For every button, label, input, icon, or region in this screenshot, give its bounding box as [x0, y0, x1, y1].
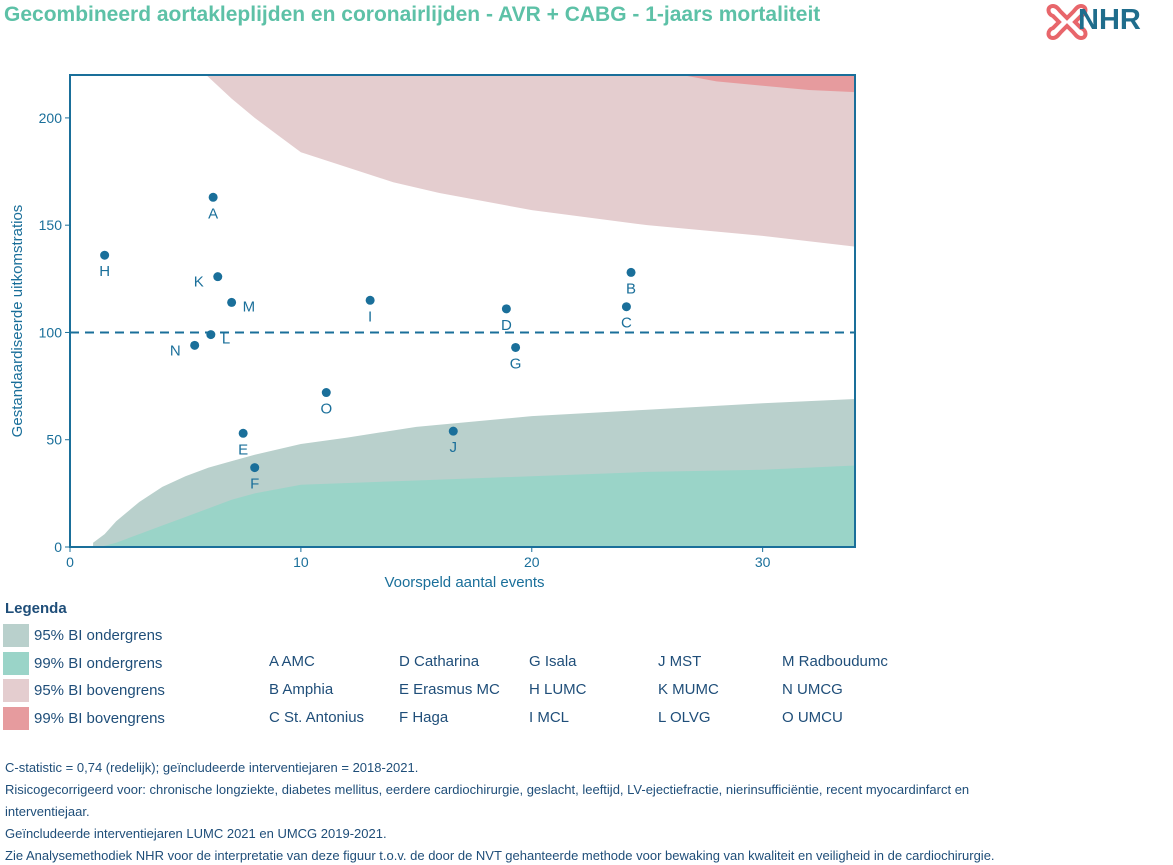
data-points: A B C D E F G H I J K LM N O: [99, 192, 636, 493]
legend-swatch: [3, 706, 29, 730]
data-point-k: [213, 272, 223, 282]
data-point-label: J: [450, 439, 458, 456]
axis-ticks: 0 10 20 30 0 50 100 150 200: [39, 110, 771, 570]
data-point-a: [208, 192, 218, 202]
x-tick-label: 0: [66, 554, 74, 570]
hospital-label: D Catharina: [399, 653, 480, 670]
y-tick-label: 100: [39, 324, 63, 340]
hospital-label: O UMCU: [782, 709, 843, 726]
data-point-label: K: [194, 274, 204, 291]
band-99-upper: [681, 75, 855, 93]
y-tick-label: 50: [46, 432, 62, 448]
hospital-label: G Isala: [529, 653, 577, 670]
data-point-l: [206, 330, 216, 340]
legend-swatch: [3, 623, 29, 647]
hospital-label: J MST: [658, 653, 702, 670]
data-point-label: H: [99, 263, 110, 280]
legend-item-99-lower: 99% BI ondergrens: [3, 651, 162, 675]
x-tick-label: 20: [524, 554, 540, 570]
x-tick-label: 10: [293, 554, 309, 570]
y-axis-label: Gestandaardiseerde uitkomstratios: [9, 205, 26, 438]
hospital-label: C St. Antonius: [269, 709, 365, 726]
nhr-cross-icon: [1046, 3, 1088, 41]
band-99-lower: [100, 465, 855, 547]
legend-label: 95% BI bovengrens: [34, 681, 165, 699]
data-point-h: [100, 250, 110, 260]
hospital-label: L OLVG: [658, 709, 711, 726]
data-point-label: G: [510, 355, 522, 372]
data-point-label: M: [243, 298, 256, 315]
data-point-label: E: [238, 441, 248, 458]
legend-swatch: [3, 651, 29, 675]
hospital-label: B Amphia: [269, 681, 334, 698]
data-point-label: D: [501, 317, 512, 334]
x-tick-label: 30: [755, 554, 771, 570]
data-point-o: [321, 388, 331, 398]
legend-item-95-upper: 95% BI bovengrens: [3, 678, 165, 702]
legend-item-99-upper: 99% BI bovengrens: [3, 706, 165, 730]
data-point-label: N: [170, 342, 181, 359]
hospital-label: N UMCG: [782, 681, 843, 698]
legend-label: 95% BI ondergrens: [34, 626, 163, 644]
data-point-label: L: [222, 331, 230, 348]
plot-frame: [69, 74, 856, 548]
y-tick-label: 200: [39, 110, 63, 126]
legend-label: 99% BI bovengrens: [34, 709, 165, 727]
hospital-label: E Erasmus MC: [399, 681, 500, 698]
hospital-label: H LUMC: [529, 681, 587, 698]
note-risk-adjustment: Risicogecorrigeerd voor: chronische long…: [5, 782, 970, 797]
nhr-logo: [1046, 3, 1088, 41]
x-axis-label: Voorspeld aantal events: [384, 574, 544, 591]
y-tick-label: 150: [39, 217, 63, 233]
hospital-label: F Haga: [399, 709, 449, 726]
data-point-label: F: [250, 476, 259, 493]
hospital-label: I MCL: [529, 709, 570, 726]
legend-item-95-lower: 95% BI ondergrens: [3, 623, 162, 647]
data-point-e: [238, 428, 248, 438]
data-point-i: [365, 295, 375, 305]
legend-swatch: [3, 678, 29, 702]
hospital-label: K MUMC: [658, 681, 719, 698]
data-point-j: [448, 426, 458, 436]
data-point-label: A: [208, 205, 218, 222]
y-tick-label: 0: [54, 539, 62, 555]
legend-title: Legenda: [5, 600, 67, 617]
data-point-c: [621, 302, 631, 312]
data-point-m: [227, 297, 237, 307]
hospital-label: M Radboudumc: [782, 653, 888, 670]
data-point-d: [501, 304, 511, 314]
data-point-label: B: [626, 280, 636, 297]
note-c-statistic: C-statistic = 0,74 (redelijk); geïnclude…: [5, 760, 419, 775]
band-95-upper: [206, 75, 855, 247]
confidence-bands: [93, 75, 855, 547]
nhr-logo-text: NHR: [1078, 4, 1141, 36]
note-methodology: Zie Analysemethodiek NHR voor de interpr…: [5, 848, 995, 863]
note-included-years: Geïncludeerde interventiejaren LUMC 2021…: [5, 826, 387, 841]
data-point-f: [250, 463, 260, 473]
data-point-n: [190, 340, 200, 350]
funnel-plot: 0 10 20 30 0 50 100 150 200 A B C D E F G H I J K LM N O Voor…: [9, 74, 856, 591]
data-point-label: O: [320, 401, 332, 418]
data-point-b: [626, 267, 636, 277]
hospital-label: A AMC: [269, 653, 315, 670]
data-point-label: I: [368, 308, 372, 325]
chart-title: Gecombineerd aortakleplijden en coronair…: [4, 3, 821, 26]
note-risk-adjustment-cont: interventiejaar.: [5, 804, 90, 819]
data-point-g: [511, 342, 521, 352]
data-point-label: C: [621, 315, 632, 332]
legend-label: 99% BI ondergrens: [34, 654, 163, 672]
